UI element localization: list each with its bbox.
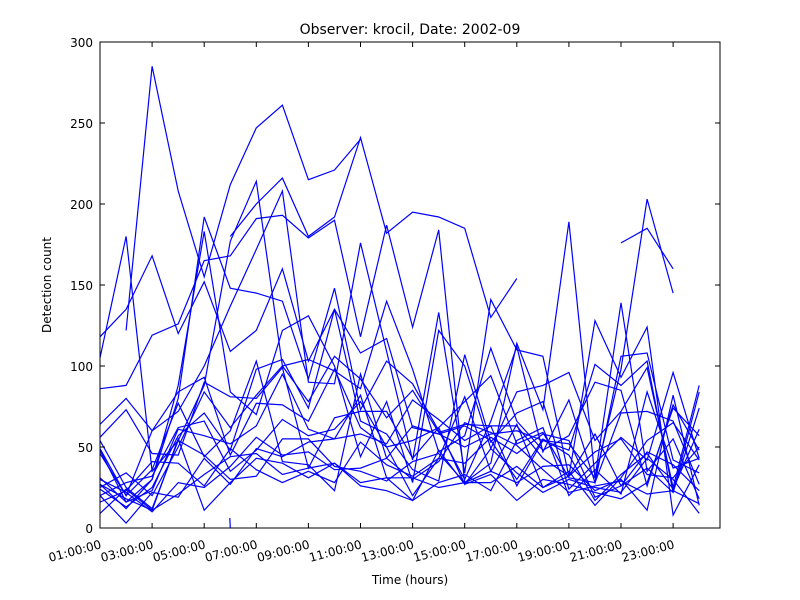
- series-line-3: [229, 135, 518, 319]
- y-tick-label-100: 100: [70, 360, 93, 374]
- series-line-21: [100, 437, 700, 512]
- series-layer: [100, 66, 700, 528]
- series-line-20: [100, 359, 700, 505]
- x-axis-label: Time (hours): [371, 573, 448, 587]
- series-line-17: [100, 407, 700, 503]
- series-line-1: [100, 254, 700, 493]
- series-line-23: [229, 517, 231, 528]
- y-tick-label-0: 0: [85, 522, 93, 536]
- chart-title: Observer: krocil, Date: 2002-09: [300, 22, 521, 38]
- series-line-11: [100, 309, 700, 508]
- y-axis-label: Detection count: [40, 237, 54, 333]
- y-tick-label-200: 200: [70, 198, 93, 212]
- series-line-16: [100, 425, 700, 513]
- series-line-19: [100, 389, 700, 514]
- y-tick-label-250: 250: [70, 117, 93, 131]
- series-line-6: [100, 188, 700, 517]
- y-axis: 0 50 100 150 200 250 300: [70, 36, 720, 536]
- y-tick-label-150: 150: [70, 279, 93, 293]
- series-line-12: [100, 366, 700, 485]
- series-line-4: [620, 227, 674, 270]
- series-line-7: [100, 216, 700, 504]
- y-tick-label-300: 300: [70, 36, 93, 50]
- series-line-22: [100, 395, 700, 512]
- series-line-10: [100, 302, 700, 500]
- series-line-2: [125, 66, 361, 331]
- series-line-18: [100, 393, 700, 524]
- y-tick-label-50: 50: [78, 441, 93, 455]
- series-line-13: [100, 372, 700, 503]
